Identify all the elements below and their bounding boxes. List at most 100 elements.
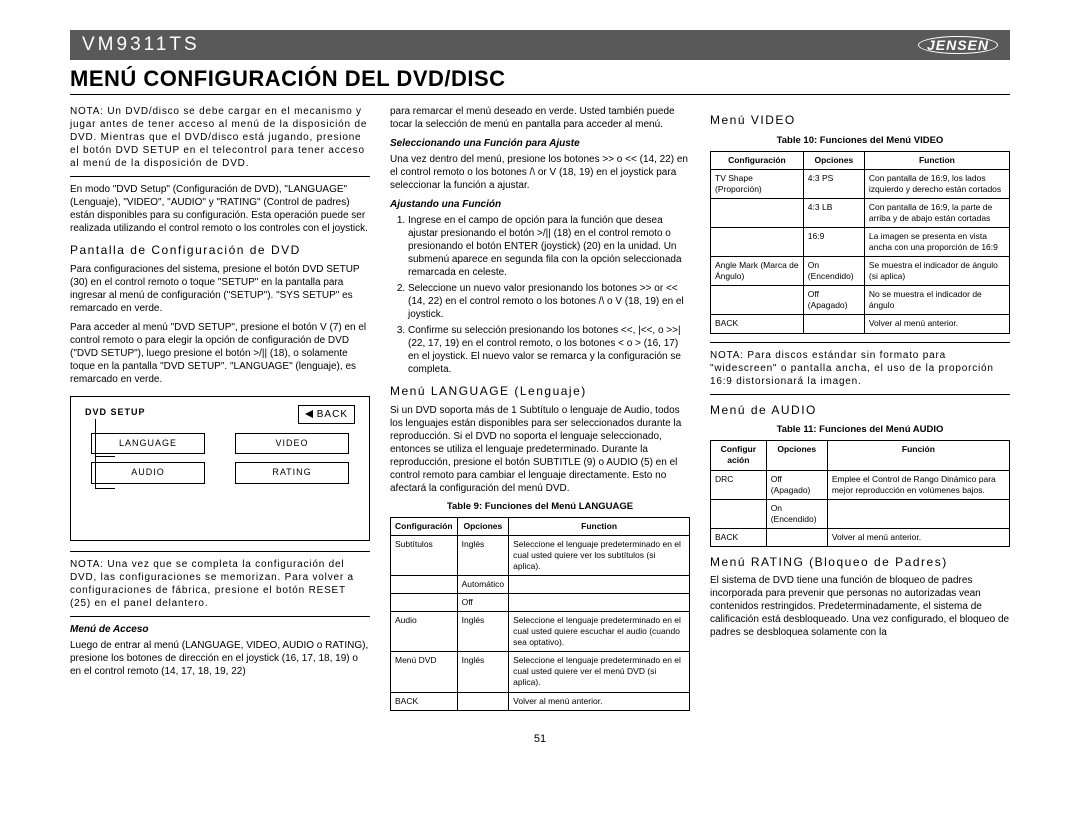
table-row: Off (391, 594, 690, 612)
table-cell: Menú DVD (391, 652, 458, 692)
column-2: para remarcar el menú deseado en verde. … (390, 105, 690, 719)
step-2: Seleccione un nuevo valor presionando lo… (408, 282, 690, 321)
table-cell: Emplee el Control de Rango Dinámico para… (827, 470, 1009, 499)
table-cell (391, 576, 458, 594)
step-1: Ingrese en el campo de opción para la fu… (408, 214, 690, 279)
th-config: Configuración (711, 151, 804, 169)
rule (70, 616, 370, 617)
table-cell: Con pantalla de 16:9, los lados izquierd… (864, 169, 1009, 198)
table10-caption: Table 10: Funciones del Menú VIDEO (710, 135, 1010, 147)
menu-video[interactable]: VIDEO (235, 433, 349, 455)
table-cell: Volver al menú anterior. (827, 528, 1009, 546)
title-rule (70, 94, 1010, 95)
table-cell: DRC (711, 470, 767, 499)
table-row: SubtítulosInglésSeleccione el lenguaje p… (391, 535, 690, 575)
step-3: Confirme su selección presionando los bo… (408, 324, 690, 376)
table-cell: Volver al menú anterior. (509, 692, 690, 710)
th-function: Function (509, 517, 690, 535)
table-cell: Subtítulos (391, 535, 458, 575)
table-cell (827, 499, 1009, 528)
table-cell (509, 576, 690, 594)
menu-language[interactable]: LANGUAGE (91, 433, 205, 455)
body-text: Luego de entrar al menú (LANGUAGE, VIDEO… (70, 639, 370, 678)
table-cell: Inglés (457, 535, 509, 575)
table-cell (803, 315, 864, 333)
steps-list: Ingrese en el campo de opción para la fu… (390, 214, 690, 376)
rule (710, 394, 1010, 395)
heading-menu-language: Menú LANGUAGE (Lenguaje) (390, 384, 690, 400)
heading-select-function: Seleccionando una Función para Ajuste (390, 137, 690, 150)
table-cell (391, 594, 458, 612)
th-function: Función (827, 441, 1009, 470)
rule (70, 551, 370, 552)
table-cell: TV Shape (Proporción) (711, 169, 804, 198)
body-text: El sistema de DVD tiene una función de b… (710, 574, 1010, 639)
arrow-left-icon (305, 410, 313, 418)
table-cell: Seleccione el lenguaje predeterminado en… (509, 535, 690, 575)
th-options: Opciones (457, 517, 509, 535)
table-cell: Off (Apagado) (766, 470, 827, 499)
table-row: On (Encendido) (711, 499, 1010, 528)
table-cell (711, 228, 804, 257)
table-row: 16:9La imagen se presenta en vista ancha… (711, 228, 1010, 257)
table-cell: BACK (711, 315, 804, 333)
th-config: Configuración (391, 517, 458, 535)
heading-menu-video: Menú VIDEO (710, 113, 1010, 129)
back-button[interactable]: BACK (298, 405, 355, 424)
table-row: Automático (391, 576, 690, 594)
table-row: BACKVolver al menú anterior. (391, 692, 690, 710)
table-cell: 4:3 PS (803, 169, 864, 198)
header-bar: VM9311TS JENSEN (70, 30, 1010, 60)
table-cell: 16:9 (803, 228, 864, 257)
back-label: BACK (317, 408, 348, 421)
body-text: Para configuraciones del sistema, presio… (70, 263, 370, 315)
table-cell: Se muestra el indicador de ángulo (si ap… (864, 257, 1009, 286)
table-cell (711, 199, 804, 228)
heading-menu-audio: Menú de AUDIO (710, 403, 1010, 419)
page: VM9311TS JENSEN MENÚ CONFIGURACIÓN DEL D… (0, 0, 1080, 765)
heading-config-screen: Pantalla de Configuración de DVD (70, 243, 370, 259)
table-row: BACKVolver al menú anterior. (711, 528, 1010, 546)
table-cell (457, 692, 509, 710)
dvd-setup-label: DVD SETUP (85, 407, 146, 419)
note-widescreen: NOTA: Para discos estándar sin formato p… (710, 349, 1010, 388)
heading-menu-rating: Menú RATING (Bloqueo de Padres) (710, 555, 1010, 571)
th-options: Opciones (766, 441, 827, 470)
table-cell: Seleccione el lenguaje predeterminado en… (509, 612, 690, 652)
rule (70, 176, 370, 177)
body-text: Si un DVD soporta más de 1 Subtítulo o l… (390, 404, 690, 495)
table-row: DRCOff (Apagado)Emplee el Control de Ran… (711, 470, 1010, 499)
rule (710, 342, 1010, 343)
table-video: Configuración Opciones Function TV Shape… (710, 151, 1010, 334)
table-cell (711, 499, 767, 528)
heading-menu-acceso: Menú de Acceso (70, 623, 370, 636)
table-cell: Inglés (457, 652, 509, 692)
table-row: Off (Apagado)No se muestra el indicador … (711, 286, 1010, 315)
note-load-dvd: NOTA: Un DVD/disco se debe cargar en el … (70, 105, 370, 170)
page-number: 51 (70, 733, 1010, 745)
table-cell: Volver al menú anterior. (864, 315, 1009, 333)
table-audio: Configur ación Opciones Función DRCOff (… (710, 440, 1010, 546)
menu-audio[interactable]: AUDIO (91, 462, 205, 484)
menu-rating[interactable]: RATING (235, 462, 349, 484)
table-cell: Inglés (457, 612, 509, 652)
th-options: Opciones (803, 151, 864, 169)
table-cell: Off (457, 594, 509, 612)
table-cell (711, 286, 804, 315)
table-cell: Off (Apagado) (803, 286, 864, 315)
body-text: Para acceder al menú "DVD SETUP", presio… (70, 321, 370, 386)
table-cell: Audio (391, 612, 458, 652)
table-cell: Seleccione el lenguaje predeterminado en… (509, 652, 690, 692)
note-memorized: NOTA: Una vez que se completa la configu… (70, 558, 370, 610)
table-row: AudioInglésSeleccione el lenguaje predet… (391, 612, 690, 652)
model-number: VM9311TS (82, 34, 200, 56)
body-text: Una vez dentro del menú, presione los bo… (390, 153, 690, 192)
dvd-setup-diagram: DVD SETUP BACK LANGUAGE VIDEO AUDIO RATI… (70, 396, 370, 541)
table-cell: On (Encendido) (766, 499, 827, 528)
th-config: Configur ación (711, 441, 767, 470)
table-cell: Automático (457, 576, 509, 594)
table-cell: Angle Mark (Marca de Ángulo) (711, 257, 804, 286)
table11-caption: Table 11: Funciones del Menú AUDIO (710, 424, 1010, 436)
table-row: Menú DVDInglésSeleccione el lenguaje pre… (391, 652, 690, 692)
content-columns: NOTA: Un DVD/disco se debe cargar en el … (70, 105, 1010, 719)
